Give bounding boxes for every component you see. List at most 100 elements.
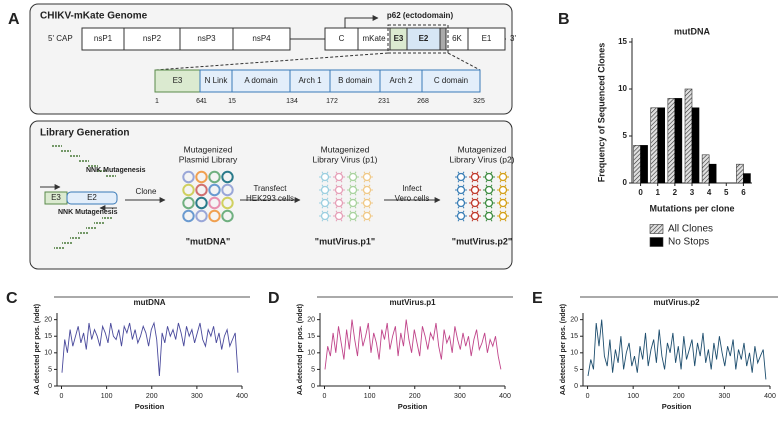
virus-icon [484, 211, 494, 221]
plasmid-icon [195, 183, 208, 197]
plasmid-icon [182, 196, 195, 210]
x-axis-title: Position [135, 402, 165, 411]
y-tick-label: 5 [574, 366, 578, 373]
y-tick-label: 15 [618, 37, 627, 46]
chart-title: mutDNA [134, 298, 166, 307]
y-tick-label: 0 [48, 383, 52, 390]
virus-icon [484, 185, 494, 195]
step-label: Vero cells [395, 194, 430, 203]
virus-icon [320, 211, 330, 221]
y-tick-label: 0 [623, 178, 628, 187]
virus-icon [334, 198, 344, 208]
library-name: "mutVirus.p2" [452, 236, 512, 246]
bar [701, 154, 710, 184]
plasmid-icon [195, 209, 208, 223]
x-tick-label: 6 [741, 188, 746, 197]
x-tick-label: 100 [364, 393, 376, 400]
genome-title: CHIKV-mKate Genome [40, 11, 148, 22]
plasmid-icon [182, 170, 195, 184]
domain-position: 231 [378, 98, 390, 105]
x-tick-label: 400 [764, 393, 776, 400]
library-title: Library Generation [40, 128, 129, 139]
domain-label: B domain [338, 76, 372, 85]
x-tick-label: 100 [627, 393, 639, 400]
virus-icon [334, 185, 344, 195]
plasmid-icon [221, 209, 234, 223]
legend-swatch [649, 224, 664, 234]
plasmid-icon [208, 183, 221, 197]
library-title: Mutagenized [458, 144, 507, 154]
gene-label: nsP1 [94, 34, 113, 43]
virus-icon [456, 198, 466, 208]
bar [657, 107, 666, 184]
data-line [61, 321, 239, 377]
plasmid-icon [182, 183, 195, 197]
plasmid-icon [221, 183, 234, 197]
virus-icon [498, 211, 508, 221]
virus-icon [320, 198, 330, 208]
virus-icon [348, 172, 358, 182]
x-tick-label: 0 [586, 393, 590, 400]
gene-box [467, 27, 506, 51]
bar [708, 163, 717, 184]
plasmid-icon [208, 209, 221, 223]
domain-position: 15 [228, 98, 236, 105]
library-name: "mutVirus.p1" [315, 236, 375, 246]
library-title: Plasmid Library [179, 154, 238, 164]
x-tick-label: 0 [323, 393, 327, 400]
panel-label: A [8, 11, 20, 28]
virus-icon [320, 172, 330, 182]
virus-icon [470, 211, 480, 221]
domain-position: 325 [473, 98, 485, 105]
virus-icon [348, 185, 358, 195]
domain-label: C domain [434, 76, 468, 85]
x-tick-label: 3 [690, 188, 695, 197]
segment-label: E3 [51, 193, 61, 202]
promoter-arrow [344, 15, 379, 28]
virus-icon [498, 172, 508, 182]
virus-icon [348, 211, 358, 221]
x-axis-title: Position [662, 402, 692, 411]
virus-icon [484, 198, 494, 208]
y-axis-title: AA detected per pos. (ndet) [560, 304, 567, 395]
gene-label: mKate [362, 34, 386, 43]
bar [691, 107, 700, 184]
library-title: Library Virus (p2) [449, 154, 514, 164]
y-tick-label: 10 [307, 350, 315, 357]
x-tick-label: 0 [638, 188, 643, 197]
bar [667, 98, 676, 184]
domain-position: 64 [196, 98, 204, 105]
gene-label: C [339, 34, 345, 43]
y-axis-title: AA detected per pos. (ndet) [297, 304, 304, 395]
primer-label: NNK Mutagenesis [58, 209, 118, 216]
virus-icon [362, 211, 372, 221]
step-label: Clone [136, 187, 157, 196]
x-axis-title: Mutations per clone [649, 203, 734, 213]
plasmid-icon [195, 170, 208, 184]
library-box [29, 120, 513, 270]
bar [743, 173, 751, 184]
virus-icon [470, 198, 480, 208]
virus-icon [320, 185, 330, 195]
domain-label: N Link [205, 76, 229, 85]
panel-label: C [6, 290, 18, 307]
gene-label: 6K [452, 34, 462, 43]
zoom-box [387, 24, 449, 54]
gene-box [232, 27, 291, 51]
segment-label: E2 [87, 193, 97, 202]
domain-box [421, 69, 481, 93]
y-tick-label: 5 [623, 131, 628, 140]
x-tick-label: 2 [673, 188, 678, 197]
data-line [587, 319, 767, 380]
virus-icon [498, 198, 508, 208]
x-tick-label: 0 [60, 393, 64, 400]
gene-box [439, 27, 447, 51]
y-tick-label: 15 [44, 333, 52, 340]
virus-icon [362, 185, 372, 195]
segment-box [66, 191, 118, 205]
x-tick-label: 200 [409, 393, 421, 400]
plasmid-icon [208, 196, 221, 210]
chart-title: mutDNA [674, 26, 710, 36]
plasmid-icon [182, 209, 195, 223]
